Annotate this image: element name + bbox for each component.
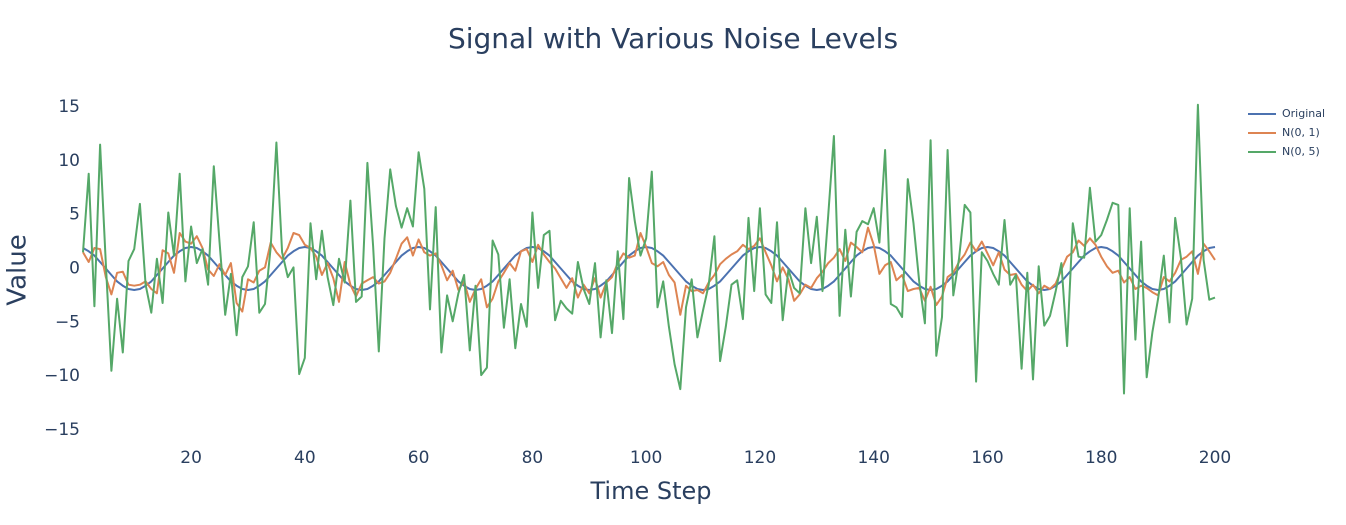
x-tick-label: 200 xyxy=(1199,448,1231,468)
chart-title: Signal with Various Noise Levels xyxy=(448,22,898,55)
x-tick-label: 100 xyxy=(630,448,662,468)
x-tick-label: 160 xyxy=(971,448,1003,468)
legend-label: N(0, 1) xyxy=(1282,126,1320,139)
series-line xyxy=(82,103,1216,395)
legend-label: N(0, 5) xyxy=(1282,145,1320,158)
x-tick-label: 120 xyxy=(744,448,776,468)
y-tick-label: 5 xyxy=(69,205,80,225)
x-tick-label: 60 xyxy=(408,448,430,468)
x-tick-label: 80 xyxy=(522,448,544,468)
y-tick-label: −15 xyxy=(44,420,80,440)
y-tick-label: 15 xyxy=(58,97,80,117)
x-tick-label: 140 xyxy=(857,448,889,468)
x-axis-label: Time Step xyxy=(589,477,711,505)
series-line xyxy=(82,226,1216,316)
x-tick-label: 40 xyxy=(294,448,316,468)
y-tick-label: −10 xyxy=(44,366,80,386)
y-tick-label: 10 xyxy=(58,151,80,171)
y-tick-label: 0 xyxy=(69,259,80,279)
legend-label: Original xyxy=(1282,107,1325,120)
x-tick-label: 20 xyxy=(180,448,202,468)
x-tick-label: 180 xyxy=(1085,448,1117,468)
y-tick-label: −5 xyxy=(55,312,80,332)
y-axis-label: Value xyxy=(3,234,33,305)
